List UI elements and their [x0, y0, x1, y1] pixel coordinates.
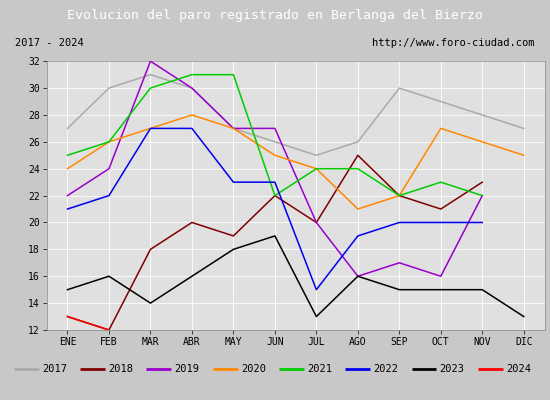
Text: Evolucion del paro registrado en Berlanga del Bierzo: Evolucion del paro registrado en Berlang… — [67, 8, 483, 22]
Text: 2023: 2023 — [439, 364, 465, 374]
Text: 2024: 2024 — [506, 364, 531, 374]
Text: 2020: 2020 — [241, 364, 266, 374]
Text: 2017 - 2024: 2017 - 2024 — [15, 38, 84, 48]
Text: 2022: 2022 — [373, 364, 398, 374]
Text: 2018: 2018 — [108, 364, 133, 374]
Text: 2017: 2017 — [42, 364, 67, 374]
Text: 2021: 2021 — [307, 364, 332, 374]
Text: http://www.foro-ciudad.com: http://www.foro-ciudad.com — [372, 38, 535, 48]
Text: 2019: 2019 — [174, 364, 200, 374]
